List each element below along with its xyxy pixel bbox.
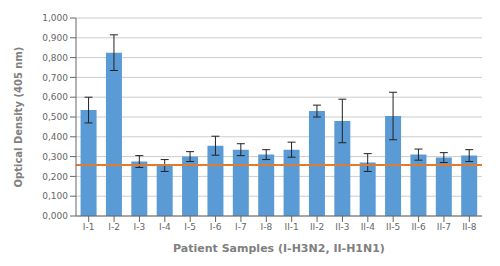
svg-text:0,400: 0,400 <box>42 132 68 142</box>
svg-text:I-2: I-2 <box>108 222 120 232</box>
svg-text:II-2: II-2 <box>310 222 324 232</box>
svg-text:Patient Samples (I-H3N2, II-H1: Patient Samples (I-H3N2, II-H1N1) <box>173 242 385 255</box>
svg-text:I-6: I-6 <box>210 222 222 232</box>
svg-text:II-3: II-3 <box>335 222 349 232</box>
svg-text:II-4: II-4 <box>361 222 376 232</box>
svg-text:I-8: I-8 <box>260 222 272 232</box>
svg-text:I-3: I-3 <box>134 222 146 232</box>
svg-text:I-5: I-5 <box>184 222 196 232</box>
svg-text:0,500: 0,500 <box>42 112 68 122</box>
svg-text:0,100: 0,100 <box>42 191 68 201</box>
svg-text:I-1: I-1 <box>83 222 95 232</box>
svg-text:I-4: I-4 <box>159 222 171 232</box>
svg-text:I-7: I-7 <box>235 222 247 232</box>
svg-text:0,000: 0,000 <box>42 211 68 221</box>
svg-text:II-6: II-6 <box>411 222 426 232</box>
svg-text:II-5: II-5 <box>386 222 400 232</box>
svg-text:0,200: 0,200 <box>42 172 68 182</box>
svg-text:II-8: II-8 <box>462 222 477 232</box>
svg-text:II-7: II-7 <box>437 222 451 232</box>
svg-text:II-1: II-1 <box>285 222 299 232</box>
svg-text:Optical Density (405 nm): Optical Density (405 nm) <box>13 47 24 188</box>
svg-text:0,800: 0,800 <box>42 53 68 63</box>
svg-text:0,700: 0,700 <box>42 73 68 83</box>
svg-text:0,300: 0,300 <box>42 152 68 162</box>
svg-text:1,000: 1,000 <box>42 13 68 23</box>
svg-text:0,900: 0,900 <box>42 33 68 43</box>
svg-text:0,600: 0,600 <box>42 92 68 102</box>
